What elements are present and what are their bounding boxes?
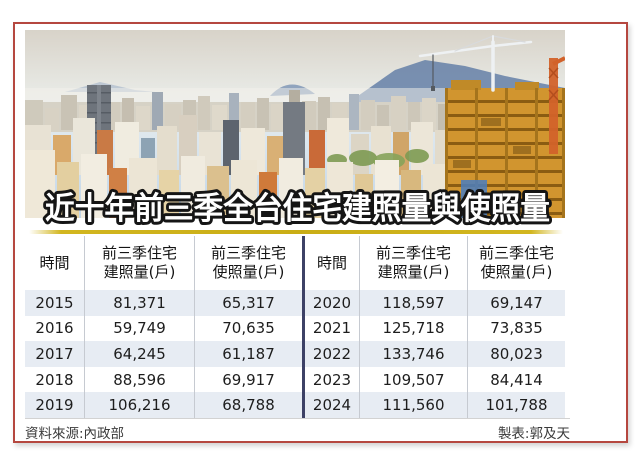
- year-cell: 2024: [305, 392, 360, 418]
- page-title: 近十年前三季全台住宅建照量與使照量: [45, 191, 550, 227]
- construction-cell: 118,597: [360, 290, 468, 316]
- header-construction-permits: 前三季住宅 建照量(戶): [360, 236, 468, 290]
- usage-cell: 68,788: [222, 396, 275, 415]
- construction-cell: 64,245: [85, 341, 195, 367]
- year-cell: 2022: [305, 341, 360, 367]
- table-row: 2017 64,245 61,187: [25, 341, 302, 367]
- table-row: 2023 109,507 84,414: [305, 366, 565, 393]
- footer: 資料來源:內政部 製表:郭及天: [25, 418, 570, 442]
- year-cell: 2015: [25, 290, 85, 316]
- year-cell: 2017: [25, 341, 85, 367]
- usage-cell: 65,317: [222, 293, 275, 312]
- headline-banner: 近十年前三季全台住宅建照量與使照量: [42, 188, 553, 230]
- header-construction-permits: 前三季住宅 建照量(戶): [85, 236, 195, 290]
- tower-crane-icon: [418, 35, 533, 92]
- table-header-row: 時間 前三季住宅 建照量(戶) 前三季住宅 使照量(戶): [25, 236, 302, 290]
- header-time: 時間: [25, 236, 85, 290]
- table-row: 2024 111,560 101,788: [305, 392, 565, 418]
- header-usage-permits: 前三季住宅 使照量(戶): [478, 244, 554, 281]
- table-row: 2019 106,216 68,788: [25, 392, 302, 418]
- table-row: 2016 59,749 70,635: [25, 315, 302, 342]
- orange-crane-icon: [548, 56, 565, 154]
- header-usage-permits: 前三季住宅 使照量(戶): [210, 244, 286, 281]
- year-cell: 2019: [25, 392, 85, 418]
- table-row: 2021 125,718 73,835: [305, 315, 565, 342]
- table-divider: [302, 236, 305, 418]
- table-header-row: 時間 前三季住宅 建照量(戶) 前三季住宅 使照量(戶): [305, 236, 565, 290]
- usage-cell: 84,414: [490, 370, 543, 389]
- year-cell: 2021: [305, 315, 360, 342]
- year-cell: 2023: [305, 366, 360, 393]
- usage-cell: 69,147: [490, 293, 543, 312]
- permit-tables: 時間 前三季住宅 建照量(戶) 前三季住宅 使照量(戶) 2015 81,371…: [25, 236, 565, 418]
- construction-cell: 106,216: [85, 392, 195, 418]
- cityscape-photo: [25, 30, 565, 218]
- year-cell: 2016: [25, 315, 85, 342]
- usage-cell: 73,835: [490, 319, 543, 338]
- usage-cell: 80,023: [490, 344, 543, 363]
- table-2020-2024: 時間 前三季住宅 建照量(戶) 前三季住宅 使照量(戶) 2020 118,59…: [305, 236, 565, 418]
- construction-cell: 88,596: [85, 366, 195, 393]
- usage-cell: 61,187: [222, 344, 275, 363]
- construction-cell: 125,718: [360, 315, 468, 342]
- table-row: 2015 81,371 65,317: [25, 290, 302, 316]
- construction-building: [445, 80, 565, 218]
- city-near-layer: [25, 150, 445, 218]
- usage-cell: 101,788: [485, 396, 548, 415]
- data-source: 資料來源:內政部: [25, 425, 125, 442]
- infographic-frame: 近十年前三季全台住宅建照量與使照量 時間 前三季住宅 建照量(戶) 前三季住宅 …: [13, 22, 628, 443]
- table-row: 2022 133,746 80,023: [305, 341, 565, 367]
- construction-cell: 59,749: [85, 315, 195, 342]
- table-row: 2020 118,597 69,147: [305, 290, 565, 316]
- construction-cell: 133,746: [360, 341, 468, 367]
- construction-cell: 109,507: [360, 366, 468, 393]
- construction-cell: 111,560: [360, 392, 468, 418]
- usage-cell: 69,917: [222, 370, 275, 389]
- table-2015-2019: 時間 前三季住宅 建照量(戶) 前三季住宅 使照量(戶) 2015 81,371…: [25, 236, 302, 418]
- year-cell: 2018: [25, 366, 85, 393]
- table-row: 2018 88,596 69,917: [25, 366, 302, 393]
- year-cell: 2020: [305, 290, 360, 316]
- usage-cell: 70,635: [222, 319, 275, 338]
- header-time: 時間: [305, 236, 360, 290]
- construction-cell: 81,371: [85, 290, 195, 316]
- credit: 製表:郭及天: [497, 425, 570, 442]
- title-underline: [29, 230, 563, 234]
